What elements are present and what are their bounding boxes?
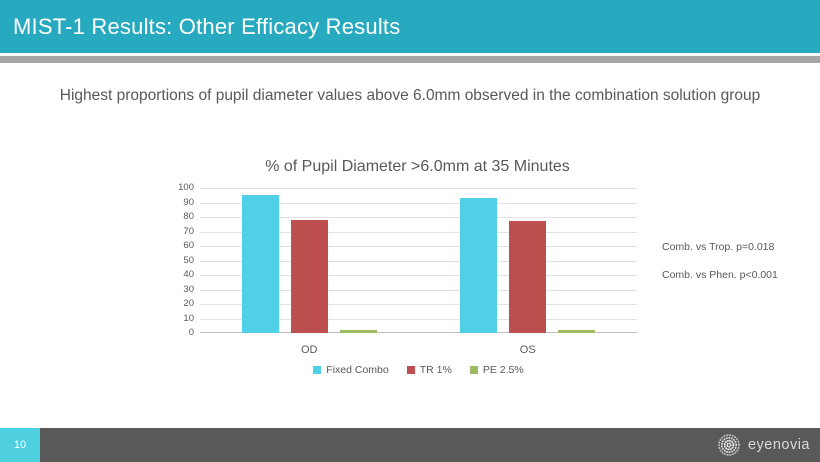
y-tick-40: 40 xyxy=(183,269,194,280)
y-tick-90: 90 xyxy=(183,196,194,208)
bar-tr-1-os xyxy=(509,221,547,333)
slide-header: MIST-1 Results: Other Efficacy Results xyxy=(0,0,820,53)
stat-annotations: Comb. vs Trop. p=0.018 Comb. vs Phen. p<… xyxy=(662,241,812,297)
x-axis-line xyxy=(200,332,637,333)
gridline-60 xyxy=(200,246,637,247)
gridline-20 xyxy=(200,304,637,305)
y-tick-20: 20 xyxy=(183,298,194,309)
gridline-80 xyxy=(200,217,637,218)
legend-swatch-tr-1 xyxy=(406,366,415,374)
y-tick-30: 30 xyxy=(183,283,194,295)
x-category-label-os: OS xyxy=(519,344,536,356)
logo-wordmark: eyenovia xyxy=(747,437,810,453)
bar-pe-2-5-os xyxy=(558,330,596,333)
bar-tr-1-od xyxy=(290,219,328,333)
gridline-90 xyxy=(200,202,637,204)
gridline-30 xyxy=(200,289,637,291)
annotation-comb-vs-trop: Comb. vs Trop. p=0.018 xyxy=(662,241,775,253)
slide-footer: 10 eyenovia xyxy=(0,428,820,462)
y-tick-80: 80 xyxy=(183,211,194,222)
annotation-comb-vs-phen: Comb. vs Phen. p<0.001 xyxy=(662,269,778,281)
chart-legend: Fixed Combo TR 1% PE 2.5% xyxy=(200,364,637,376)
legend-label-pe-2-5: PE 2.5% xyxy=(482,364,524,376)
company-logo: eyenovia xyxy=(716,428,810,462)
bar-fixed-combo-od xyxy=(241,195,279,333)
y-tick-50: 50 xyxy=(183,254,194,266)
gridline-50 xyxy=(200,260,637,262)
eyenovia-rosette-icon xyxy=(718,434,740,456)
bar-fixed-combo-os xyxy=(460,198,498,333)
x-category-label-od: OD xyxy=(301,344,318,356)
slide-subtitle: Highest proportions of pupil diameter va… xyxy=(59,87,761,104)
y-tick-60: 60 xyxy=(183,240,194,251)
gridline-70 xyxy=(200,231,637,233)
gridline-100 xyxy=(200,188,637,189)
chart-title: % of Pupil Diameter >6.0mm at 35 Minutes xyxy=(265,158,570,175)
legend-item-pe-2-5: PE 2.5% xyxy=(469,364,524,376)
y-tick-10: 10 xyxy=(183,312,194,324)
header-separator-bar xyxy=(0,56,820,63)
legend-label-tr-1: TR 1% xyxy=(419,364,452,376)
legend-swatch-fixed-combo xyxy=(313,366,322,374)
legend-item-tr-1: TR 1% xyxy=(406,364,452,376)
gridline-10 xyxy=(200,318,637,320)
page-number-badge: 10 xyxy=(0,428,40,462)
plot-area: 0 10 20 30 40 50 60 70 80 90 100 xyxy=(178,183,637,338)
legend-item-fixed-combo: Fixed Combo xyxy=(313,364,389,376)
y-tick-0: 0 xyxy=(188,327,194,338)
legend-swatch-pe-2-5 xyxy=(469,366,478,374)
gridline-40 xyxy=(200,275,637,276)
y-tick-70: 70 xyxy=(183,225,194,237)
bar-pe-2-5-od xyxy=(339,330,377,333)
slide-title: MIST-1 Results: Other Efficacy Results xyxy=(13,13,401,39)
legend-label-fixed-combo: Fixed Combo xyxy=(326,364,389,376)
y-tick-100: 100 xyxy=(178,182,194,193)
